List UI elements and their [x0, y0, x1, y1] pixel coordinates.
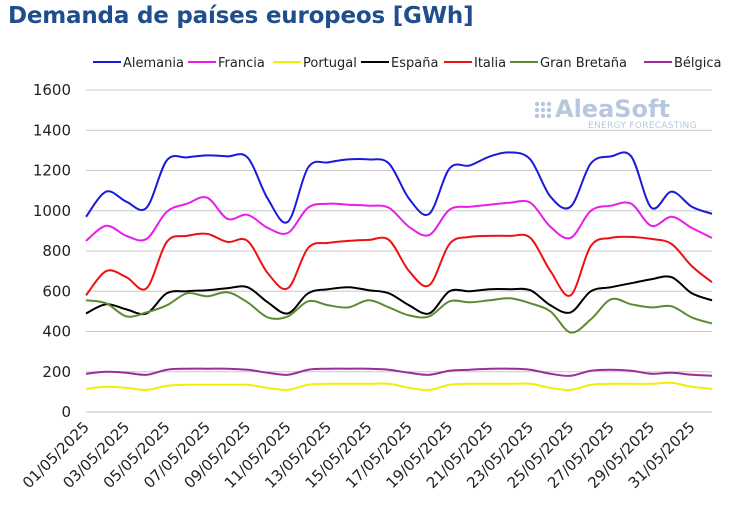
y-tick-label: 1600 — [33, 81, 71, 99]
chart-title: Demanda de países europeos [GWh] — [8, 3, 474, 29]
y-tick-label: 0 — [61, 403, 71, 421]
y-tick-label: 1000 — [33, 202, 71, 220]
legend-label-portugal: Portugal — [303, 56, 357, 71]
legend: Alemania Francia Portugal España Italia Gran … — [93, 56, 722, 71]
series-lines — [85, 151, 713, 391]
gridlines — [86, 89, 712, 373]
series-line-francia — [85, 196, 713, 242]
logo-dots-icon — [534, 101, 552, 119]
series-line-gran-bretana — [85, 291, 713, 334]
x-axis-tick-labels: 01/05/202503/05/202505/05/202507/05/2025… — [19, 418, 699, 492]
logo-tagline: ENERGY FORECASTING — [588, 121, 697, 131]
legend-label-alemania: Alemania — [123, 56, 184, 71]
series-line-alemania — [85, 151, 713, 224]
series-line-espana — [85, 275, 713, 316]
y-tick-label: 1400 — [33, 121, 71, 139]
legend-label-francia: Francia — [218, 56, 265, 71]
legend-label-italia: Italia — [474, 56, 506, 71]
logo-wordmark: AleaSoft — [555, 95, 670, 123]
legend-label-gran-bretana: Gran Bretaña — [540, 56, 627, 71]
series-line-italia — [85, 232, 713, 297]
y-tick-label: 800 — [42, 242, 71, 260]
y-tick-label: 200 — [42, 363, 71, 381]
legend-label-espana: España — [391, 56, 438, 71]
y-axis-tick-labels: 0 200 400 600 800 1000 1200 1400 1600 — [33, 81, 71, 421]
legend-label-belgica: Bélgica — [674, 56, 722, 71]
y-tick-label: 1200 — [33, 162, 71, 180]
y-tick-label: 600 — [42, 282, 71, 300]
series-line-belgica — [85, 367, 713, 377]
series-line-portugal — [85, 381, 713, 391]
y-tick-label: 400 — [42, 323, 71, 341]
aleasoft-logo-watermark: AleaSoft ENERGY FORECASTING — [534, 95, 697, 131]
